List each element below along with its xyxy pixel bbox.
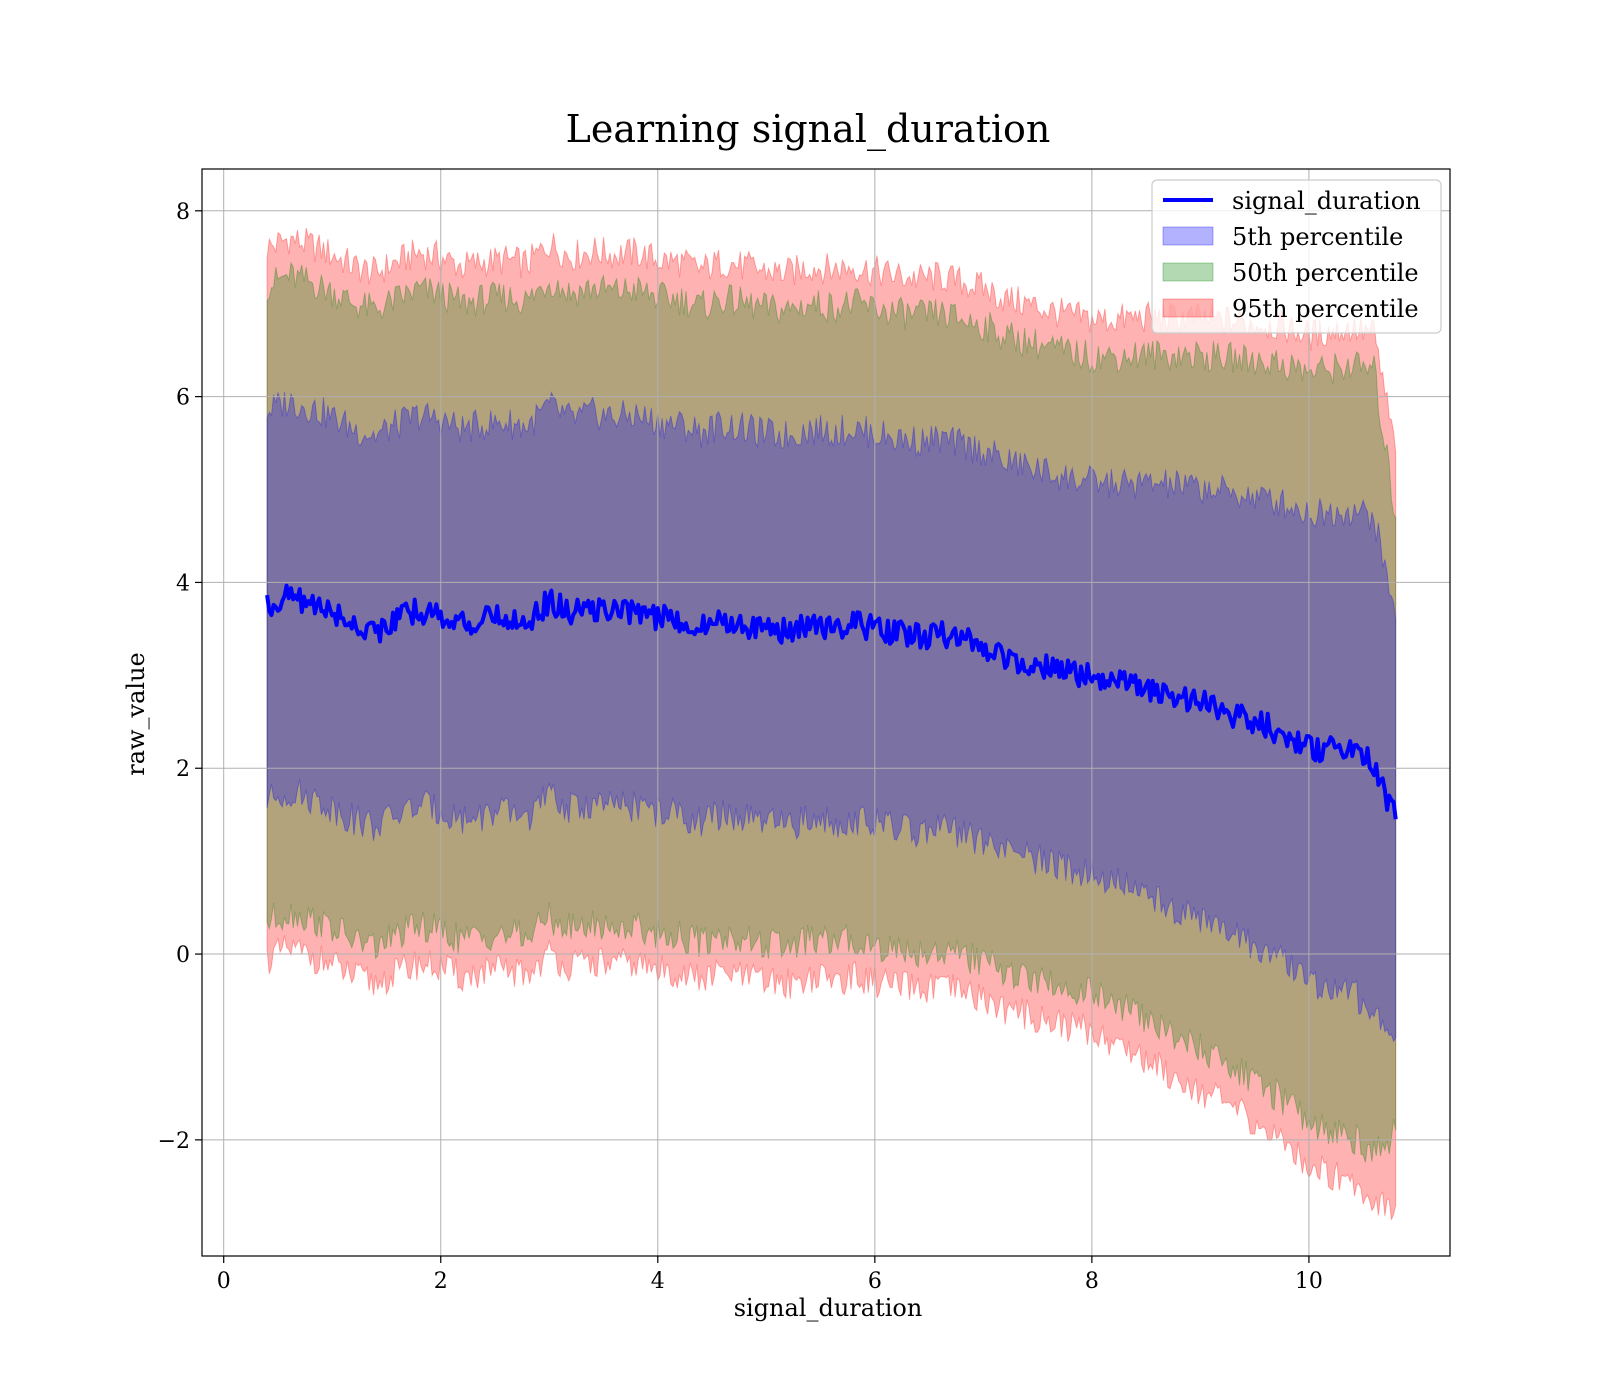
y-tick-label: 6 xyxy=(176,386,190,411)
x-tick-label: 0 xyxy=(217,1269,231,1294)
legend-label-signal-duration: signal_duration xyxy=(1232,187,1421,215)
band-5th xyxy=(266,390,1397,1043)
y-tick-label: 0 xyxy=(176,943,190,968)
y-tick-label: 8 xyxy=(176,200,190,225)
plot-frame xyxy=(201,168,1451,1257)
legend-swatch-95th xyxy=(1162,298,1214,318)
plot-area xyxy=(201,168,1451,1257)
x-tick-label: 8 xyxy=(1085,1269,1099,1294)
legend-label-50th: 50th percentile xyxy=(1232,259,1419,287)
y-axis-ticks: −2 0 2 4 6 8 xyxy=(158,200,202,1154)
y-tick-label: 4 xyxy=(176,571,190,596)
x-axis-ticks: 0 2 4 6 8 10 xyxy=(217,1256,1323,1294)
x-tick-label: 6 xyxy=(868,1269,882,1294)
y-tick-label: −2 xyxy=(158,1129,190,1154)
y-axis-label: raw_value xyxy=(122,652,150,776)
x-axis-label: signal_duration xyxy=(734,1294,923,1322)
y-tick-label: 2 xyxy=(176,757,190,782)
legend-label-5th: 5th percentile xyxy=(1232,223,1403,251)
x-tick-label: 4 xyxy=(651,1269,665,1294)
legend: signal_duration 5th percentile 50th perc… xyxy=(1151,179,1442,334)
x-tick-label: 2 xyxy=(434,1269,448,1294)
bands-layer xyxy=(266,227,1397,1220)
legend-frame xyxy=(1151,179,1442,334)
legend-swatch-5th xyxy=(1162,226,1214,246)
x-tick-label: 10 xyxy=(1295,1269,1323,1294)
series-line-signal-duration xyxy=(265,583,1398,820)
band-95th xyxy=(266,227,1397,1220)
line-layer xyxy=(265,583,1398,820)
legend-label-95th: 95th percentile xyxy=(1232,295,1419,323)
legend-swatch-50th xyxy=(1162,262,1214,282)
chart-title: Learning signal_duration xyxy=(566,107,1051,152)
band-50th xyxy=(266,261,1397,1163)
